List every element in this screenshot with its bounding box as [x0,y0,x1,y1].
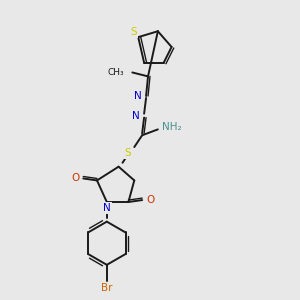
Text: Br: Br [101,284,112,293]
Text: N: N [132,111,140,121]
Text: N: N [134,91,142,101]
Text: CH₃: CH₃ [108,68,124,77]
Text: S: S [130,27,136,37]
Text: O: O [71,173,80,184]
Text: O: O [146,195,154,205]
Text: S: S [124,148,131,158]
Text: NH₂: NH₂ [162,122,182,132]
Text: N: N [103,203,111,213]
